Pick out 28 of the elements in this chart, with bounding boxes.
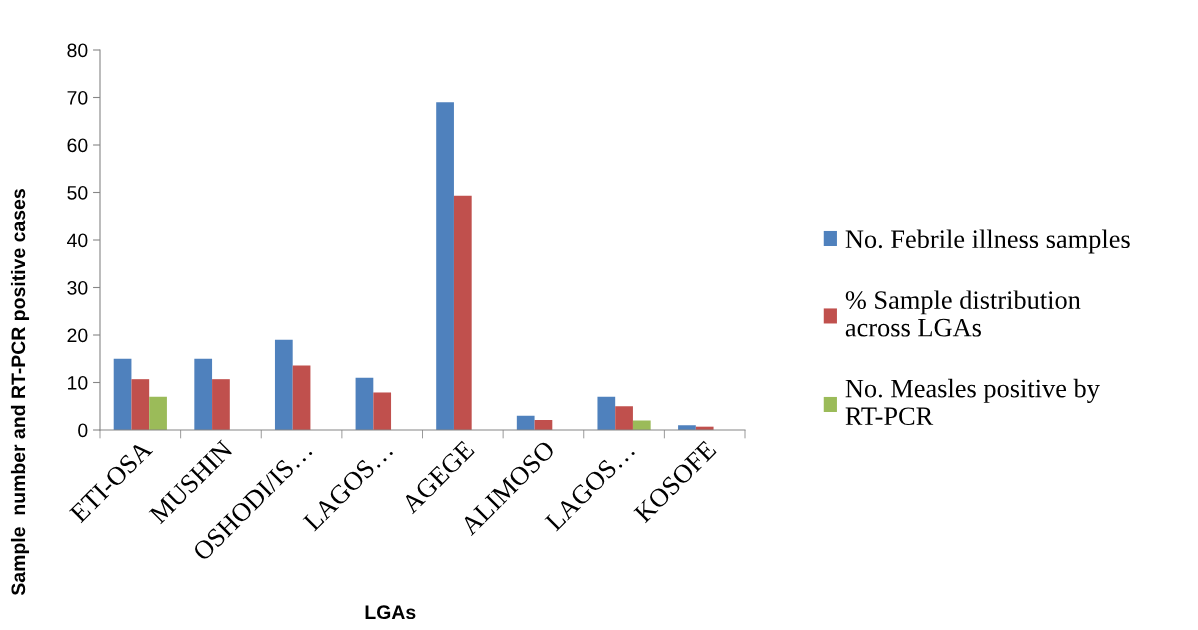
bar (292, 365, 311, 430)
legend-label: No. Measles positive by RT-PCR (845, 378, 1100, 426)
bar (113, 358, 132, 430)
legend-label: % Sample distribution across LGAs (845, 290, 1081, 337)
bar (516, 415, 535, 430)
y-tick-label: 20 (67, 328, 88, 343)
y-tick-label: 40 (67, 233, 88, 248)
legend-label: No. Febrile illness samples (845, 229, 1130, 254)
bar (453, 195, 472, 430)
x-axis-title: LGAs (365, 605, 416, 620)
bar (149, 396, 167, 430)
bar (615, 406, 633, 430)
bar (212, 379, 230, 430)
bar (131, 379, 150, 430)
y-tick-label: 10 (68, 375, 88, 390)
y-axis-title: Sample number and RT-PCR positive cases (10, 189, 30, 596)
y-tick-label: 0 (78, 423, 88, 438)
y-tick-label: 50 (67, 185, 88, 200)
y-tick-label: 30 (67, 280, 88, 295)
y-tick-label: 60 (67, 138, 88, 153)
y-tick-label: 70 (67, 90, 88, 105)
bar (274, 339, 293, 430)
bar (355, 377, 374, 430)
y-tick-label: 80 (67, 43, 88, 58)
bar (373, 392, 392, 430)
bar (194, 358, 213, 430)
bar (436, 102, 454, 430)
bar (597, 396, 616, 430)
